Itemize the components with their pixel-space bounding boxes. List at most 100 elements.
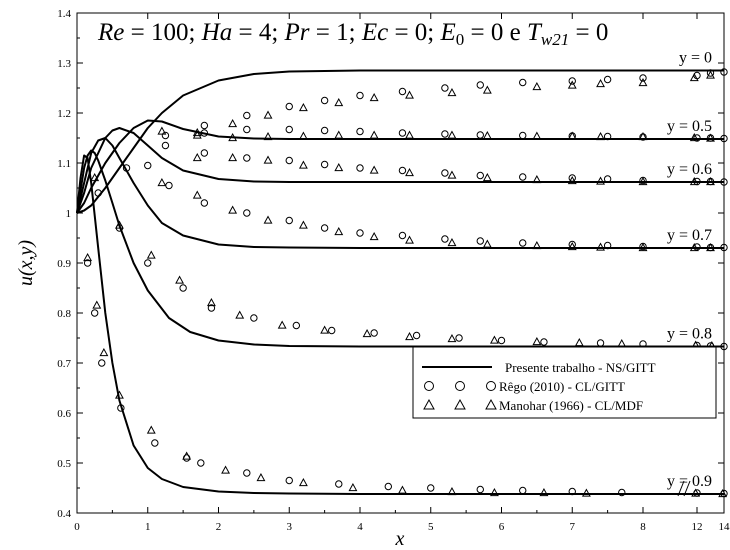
manohar-point (369, 130, 379, 139)
plot-frame (76, 12, 725, 514)
manohar-point (489, 487, 499, 497)
rego-point (441, 169, 449, 177)
rego-point (356, 164, 364, 172)
rego-point (398, 166, 407, 175)
manohar-point (532, 240, 542, 250)
rego-point (398, 129, 407, 137)
manohar-point (263, 131, 273, 141)
title-segment: = 0 (569, 19, 608, 46)
manohar-point (175, 275, 185, 284)
rego-point (165, 181, 173, 190)
x-tick-label: 1 (145, 521, 151, 533)
legend-triangle-marker (423, 398, 435, 410)
x-tick-label: 3 (287, 521, 293, 533)
rego-point (441, 84, 449, 92)
manohar-point (706, 242, 715, 252)
title-segment: Pr (284, 19, 310, 46)
manohar-point (532, 81, 542, 91)
rego-point (398, 87, 407, 96)
x-axis-label: x (395, 528, 405, 550)
manohar-point (192, 152, 202, 162)
manohar-point (596, 131, 605, 141)
rego-point (568, 174, 576, 182)
manohar-point (596, 176, 605, 185)
rego-point (693, 134, 701, 142)
manohar-point (334, 130, 344, 139)
title-segment: = 0 e (464, 19, 527, 46)
manohar-point (398, 485, 407, 494)
rego-point (476, 237, 484, 245)
x-tick-label: 8 (640, 521, 646, 533)
ns-curve (76, 127, 724, 214)
manohar-point (90, 172, 100, 182)
title-segment: = 4; (232, 19, 284, 46)
rego-point (603, 132, 612, 141)
manohar-point (689, 72, 699, 82)
rego-point (200, 129, 209, 137)
manohar-point (532, 174, 542, 184)
manohar-point (567, 241, 577, 251)
ns-curve (76, 69, 724, 214)
rego-point (243, 125, 251, 134)
rego-point (476, 81, 484, 89)
y-tick-label: 0.7 (57, 358, 71, 370)
manohar-point (447, 486, 457, 496)
rego-point (356, 229, 364, 237)
rego-point (476, 485, 484, 494)
manohar-point (369, 165, 379, 174)
rego-point (94, 189, 102, 197)
y-tick-label: 0.6 (57, 408, 71, 420)
rego-point (285, 125, 293, 134)
rego-point (603, 241, 612, 250)
manohar-point (596, 78, 605, 88)
ns-curve (76, 119, 724, 214)
x-tick-label: 0 (74, 521, 80, 533)
rego-point (292, 321, 301, 330)
manohar-point (256, 472, 266, 482)
manohar-point (277, 320, 287, 329)
rego-point (519, 78, 527, 87)
legend-triangle-marker (485, 398, 497, 410)
title-segment: = 0; (388, 19, 440, 46)
rego-point (328, 326, 336, 335)
rego-point (603, 75, 612, 84)
rego-point (320, 96, 329, 105)
manohar-point (532, 336, 542, 346)
rego-point (122, 164, 131, 172)
y-tick-label: 1.1 (57, 158, 71, 170)
y-tick-label: 1.3 (57, 58, 71, 70)
manohar-point (405, 331, 414, 341)
ns-curve (76, 137, 724, 249)
manohar-point (706, 70, 715, 79)
rego-point (285, 216, 293, 225)
manohar-point (482, 130, 492, 140)
rego-point (519, 173, 527, 181)
manohar-point (369, 92, 379, 102)
rego-point (285, 102, 293, 111)
manohar-point (689, 242, 699, 252)
rego-point (243, 209, 251, 217)
chart-title: Re = 100; Ha = 4; Pr = 1; Ec = 0; E0 = 0… (97, 19, 608, 49)
manohar-point (334, 97, 344, 107)
manohar-point (115, 220, 124, 229)
rego-point (144, 259, 152, 267)
manohar-point (334, 226, 344, 236)
manohar-point (92, 300, 102, 309)
x-tick-label: 4 (357, 521, 363, 533)
rego-point (441, 130, 449, 138)
manohar-point (235, 310, 245, 319)
rego-point (476, 131, 484, 139)
legend-entry-rego: Rêgo (2010) - CL/GITT (499, 379, 625, 394)
rego-point (161, 141, 170, 150)
manohar-point (228, 132, 238, 142)
rego-point (179, 284, 187, 292)
manohar-point (334, 162, 344, 172)
title-segment: Ec (361, 19, 388, 46)
rego-point (398, 231, 407, 240)
x-tick-label: 2 (216, 521, 222, 533)
title-segment: T (527, 19, 543, 46)
rego-point (370, 329, 378, 337)
manohar-point (596, 242, 605, 251)
manohar-point (581, 488, 591, 497)
y-tick-label: 0.8 (57, 308, 71, 320)
